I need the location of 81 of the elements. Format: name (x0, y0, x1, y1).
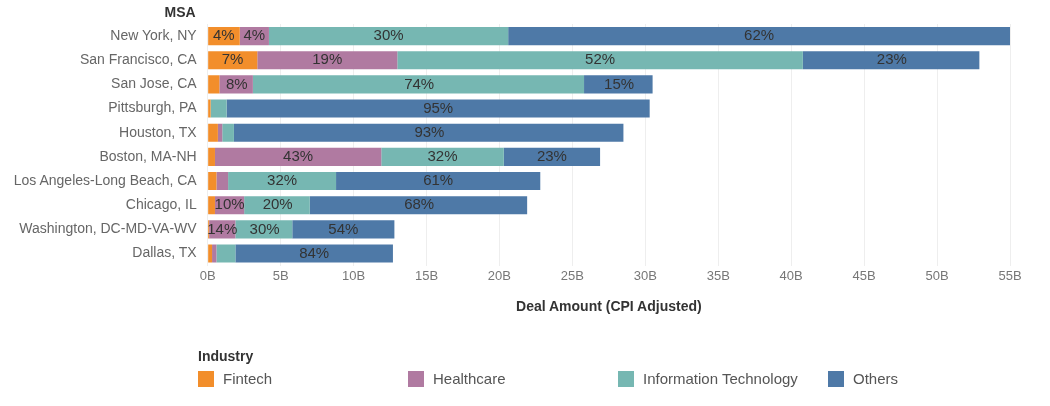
legend-label: Others (853, 370, 899, 387)
annotation: 74% (404, 74, 435, 92)
x-tick-label: 15B (414, 267, 439, 283)
annotation: 68% (404, 195, 435, 213)
bar (397, 51, 803, 70)
bar (268, 27, 509, 46)
annotation: 30% (249, 219, 280, 237)
annotation: 23% (536, 147, 567, 165)
bar (212, 244, 217, 263)
bar (235, 244, 393, 263)
y-axis-title: MSA (164, 3, 196, 20)
x-axis-title: Deal Amount (CPI Adjusted) (516, 298, 702, 315)
bar (216, 244, 236, 263)
annotation: 32% (267, 171, 298, 189)
x-tick-label: 20B (487, 267, 511, 283)
bar (292, 220, 395, 239)
bar (208, 171, 217, 191)
y-tick-label: Washington, DC-MD-VA-WV (19, 220, 198, 237)
bar (208, 99, 211, 118)
annotation: 61% (423, 171, 454, 189)
bar (208, 123, 218, 142)
bar (208, 244, 213, 263)
annotation: 8% (226, 74, 248, 92)
x-tick-label: 30B (633, 267, 657, 283)
annotation: 4% (212, 26, 235, 44)
bar (222, 123, 234, 142)
y-tick-label: San Francisco, CA (79, 51, 198, 68)
bar (210, 99, 227, 118)
x-tick-label: 0B (199, 267, 216, 283)
x-tick-label: 10B (341, 267, 366, 283)
annotation: 15% (604, 74, 635, 92)
x-tick-label: 35B (706, 267, 730, 283)
bar (508, 27, 1010, 46)
y-tick-label: San Jose, CA (111, 75, 198, 92)
annotation: 43% (283, 147, 314, 165)
x-tick-label: 5B (272, 267, 289, 283)
bar (257, 51, 398, 70)
bar (208, 196, 215, 215)
bar (208, 75, 220, 94)
y-tick-label: Dallas, TX (132, 244, 198, 261)
legend-title: Industry (198, 348, 255, 364)
annotation: 62% (744, 26, 775, 44)
annotation: 52% (585, 50, 616, 68)
legend-label: Healthcare (433, 370, 506, 387)
annotation: 7% (221, 50, 244, 68)
annotation: 84% (299, 243, 330, 261)
bar (252, 75, 585, 94)
bar (802, 51, 980, 70)
annotation: 32% (427, 147, 458, 165)
x-tick-label: 50B (925, 267, 949, 283)
x-tick-label: 25B (560, 267, 584, 283)
y-tick-label: Pittsburgh, PA (108, 99, 198, 116)
annotation: 30% (373, 26, 404, 44)
annotation: 20% (262, 195, 293, 213)
legend-label: Fintech (223, 370, 273, 387)
bar (214, 147, 382, 166)
bar (233, 123, 624, 142)
annotation: 95% (423, 98, 454, 116)
bar (217, 123, 223, 142)
annotation: 10% (214, 195, 245, 213)
x-tick-label: 45B (852, 267, 876, 283)
y-tick-label: New York, NY (110, 26, 198, 43)
x-tick-label: 40B (779, 267, 803, 283)
legend-label: Information Technology (643, 370, 798, 387)
annotation: 93% (414, 122, 445, 140)
bar (309, 196, 528, 215)
bar (228, 171, 337, 191)
x-tick-label: 55B (998, 267, 1022, 283)
y-tick-label: Houston, TX (119, 123, 198, 140)
annotation: 19% (312, 50, 343, 68)
bar (208, 147, 215, 166)
y-tick-label: Los Angeles-Long Beach, CA (13, 171, 198, 188)
annotation: 4% (243, 26, 266, 44)
y-tick-label: Boston, MA-NH (99, 147, 197, 164)
y-tick-label: Chicago, IL (125, 196, 197, 213)
bar (216, 171, 229, 191)
annotation: 23% (876, 50, 907, 68)
bar (381, 147, 504, 166)
annotation: 54% (328, 219, 359, 237)
bar (226, 99, 650, 118)
bar (336, 171, 541, 191)
